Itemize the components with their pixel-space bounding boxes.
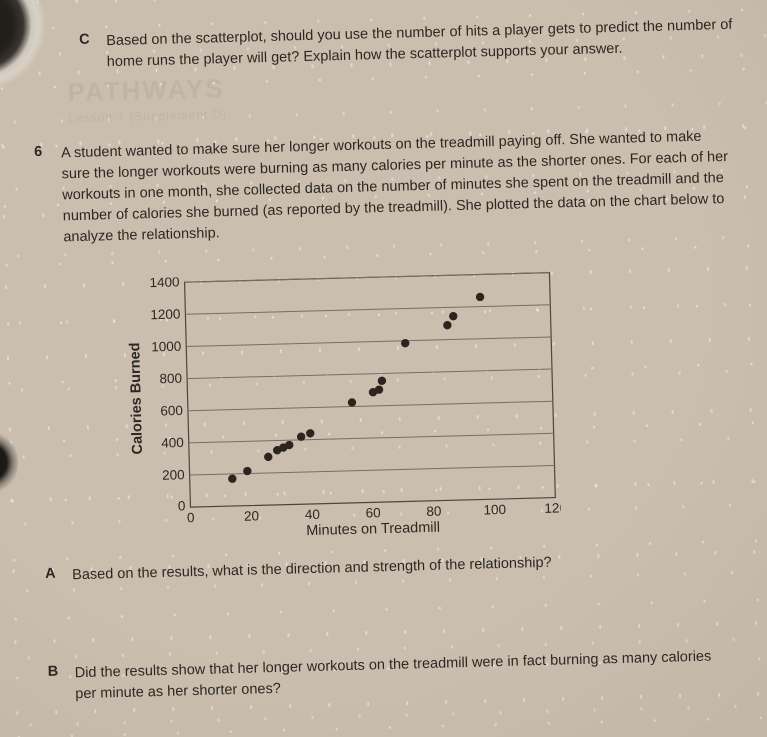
svg-text:1200: 1200: [150, 306, 180, 322]
svg-text:80: 80: [426, 504, 441, 519]
svg-text:20: 20: [244, 508, 259, 523]
svg-text:1000: 1000: [151, 339, 181, 355]
svg-text:1400: 1400: [149, 274, 179, 290]
svg-text:600: 600: [160, 403, 183, 419]
svg-text:Minutes on Treadmill: Minutes on Treadmill: [306, 520, 440, 539]
svg-text:0: 0: [187, 510, 195, 525]
svg-text:200: 200: [162, 467, 185, 483]
svg-text:0: 0: [178, 498, 186, 513]
svg-text:60: 60: [365, 505, 380, 520]
svg-text:120: 120: [544, 500, 561, 516]
svg-text:400: 400: [161, 435, 184, 451]
svg-text:40: 40: [305, 507, 320, 522]
svg-text:800: 800: [159, 371, 182, 387]
svg-text:Calories Burned: Calories Burned: [127, 342, 146, 454]
svg-text:100: 100: [483, 502, 506, 518]
